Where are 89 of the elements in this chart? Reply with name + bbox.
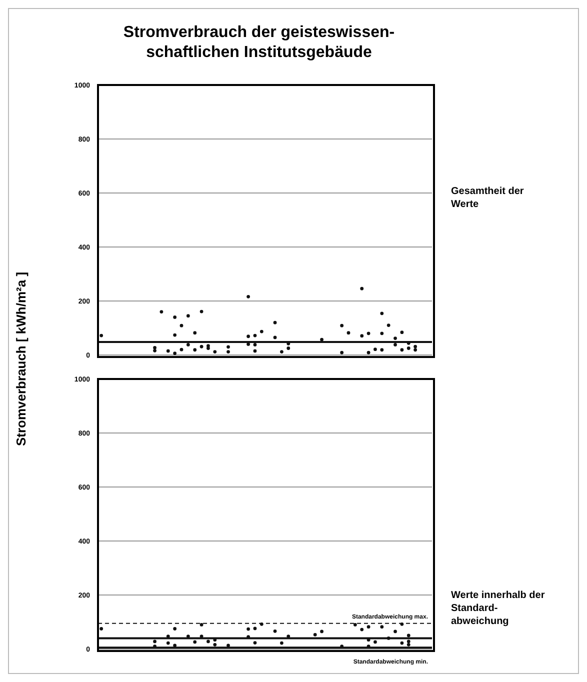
point	[414, 348, 417, 352]
point	[386, 636, 390, 640]
point	[193, 348, 197, 352]
point	[360, 334, 364, 338]
point	[166, 349, 170, 353]
point	[153, 348, 156, 352]
point	[400, 622, 404, 626]
text: Werte innerhalb der Standard- abweichung	[451, 589, 546, 628]
point	[166, 641, 170, 645]
point	[360, 628, 364, 632]
point	[400, 641, 404, 645]
point	[406, 642, 410, 646]
point	[380, 348, 384, 352]
point	[406, 346, 410, 350]
point	[200, 634, 204, 638]
point	[386, 324, 390, 327]
point	[406, 640, 410, 644]
point	[400, 330, 404, 334]
point	[273, 629, 277, 633]
point	[200, 623, 204, 626]
point	[180, 348, 184, 352]
point	[414, 344, 417, 348]
point	[213, 642, 217, 646]
point	[173, 627, 177, 630]
point	[193, 640, 197, 644]
point	[366, 332, 370, 336]
point	[173, 333, 177, 337]
point	[280, 350, 284, 354]
point	[246, 342, 250, 346]
point	[286, 346, 290, 350]
y-axis-title: Stromverbrauch [ kWh/m²a ]	[14, 272, 28, 446]
point	[286, 634, 290, 638]
point	[273, 320, 277, 324]
point	[340, 350, 344, 354]
point	[166, 634, 170, 638]
point	[200, 310, 204, 314]
point	[353, 623, 357, 626]
point	[180, 324, 184, 328]
point	[340, 324, 344, 328]
point	[186, 343, 190, 346]
point	[173, 644, 177, 648]
point	[153, 640, 156, 644]
point	[173, 352, 177, 355]
point	[280, 641, 284, 645]
point	[366, 350, 370, 354]
point	[366, 625, 370, 629]
point	[193, 331, 197, 335]
point	[320, 338, 324, 342]
point	[100, 627, 104, 630]
point	[394, 630, 397, 634]
point	[253, 343, 257, 346]
point	[226, 345, 230, 349]
point	[374, 348, 377, 352]
point	[160, 310, 164, 314]
point	[253, 641, 257, 644]
point	[200, 344, 204, 348]
point	[186, 314, 190, 318]
point	[380, 312, 384, 316]
point	[246, 627, 250, 631]
point	[226, 644, 230, 648]
point	[253, 349, 257, 353]
point	[100, 334, 104, 338]
point	[313, 633, 317, 636]
point	[226, 350, 230, 354]
point	[394, 336, 397, 340]
point	[380, 332, 384, 336]
point	[253, 626, 257, 630]
point	[380, 625, 384, 629]
point	[346, 331, 350, 335]
point	[173, 316, 177, 319]
point	[246, 334, 250, 338]
point	[394, 343, 397, 346]
point	[260, 330, 264, 334]
point	[246, 294, 250, 298]
point	[320, 630, 324, 634]
point	[360, 286, 364, 290]
chart-title: Stromverbrauch der geisteswissen- schaftlichen Institutsgebäude	[122, 23, 396, 63]
point	[153, 346, 156, 350]
point	[273, 336, 277, 340]
point	[374, 640, 377, 644]
point	[400, 348, 404, 352]
point	[260, 622, 264, 626]
point	[213, 350, 217, 354]
text: Gesamtheit der Werte	[451, 185, 525, 211]
point	[186, 634, 190, 638]
point	[253, 334, 257, 338]
point	[206, 640, 210, 644]
point	[406, 634, 410, 638]
point	[206, 344, 210, 348]
